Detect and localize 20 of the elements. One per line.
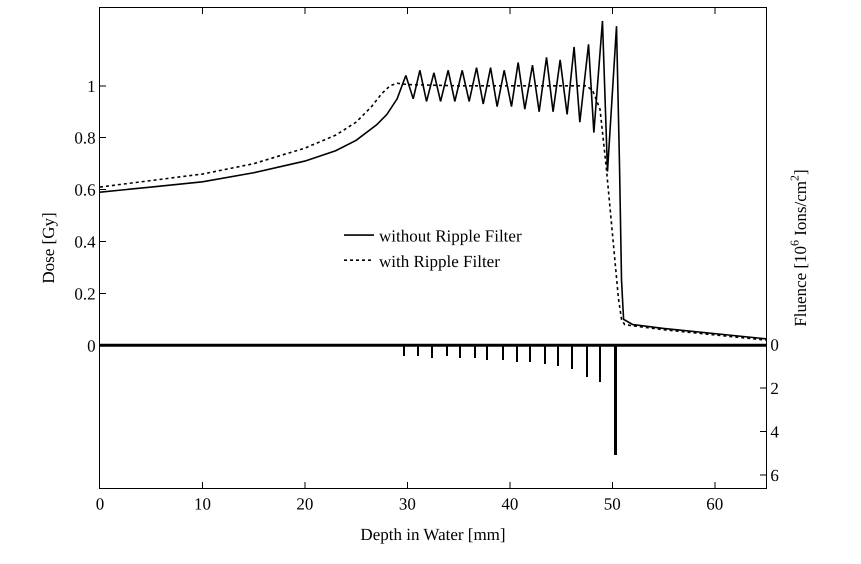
y-tick-label: 0 [87,336,96,356]
x-axis-title: Depth in Water [mm] [360,524,506,544]
y-tick-label: 0.8 [74,128,96,148]
y-tick-label: 0.6 [74,180,96,200]
y2-tick-label: 0 [770,336,779,355]
y2-tick-label: 2 [770,379,779,398]
x-tick-label: 40 [501,494,518,514]
y-tick-label: 0.4 [74,232,96,252]
y2-tick-label: 4 [770,422,780,442]
x-tick-label: 20 [296,494,314,514]
legend-label: with Ripple Filter [379,252,500,271]
y-tick-label: 0.2 [74,284,96,304]
y-axis-title: Dose [Gy] [38,212,58,284]
y2-tick-label: 6 [770,466,779,485]
x-tick-label: 30 [398,494,416,514]
x-tick-label: 60 [706,494,724,514]
x-tick-label: 50 [604,494,621,514]
x-tick-label: 10 [194,494,211,514]
legend-label: without Ripple Filter [379,226,522,246]
y-tick-label: 1 [87,76,96,96]
